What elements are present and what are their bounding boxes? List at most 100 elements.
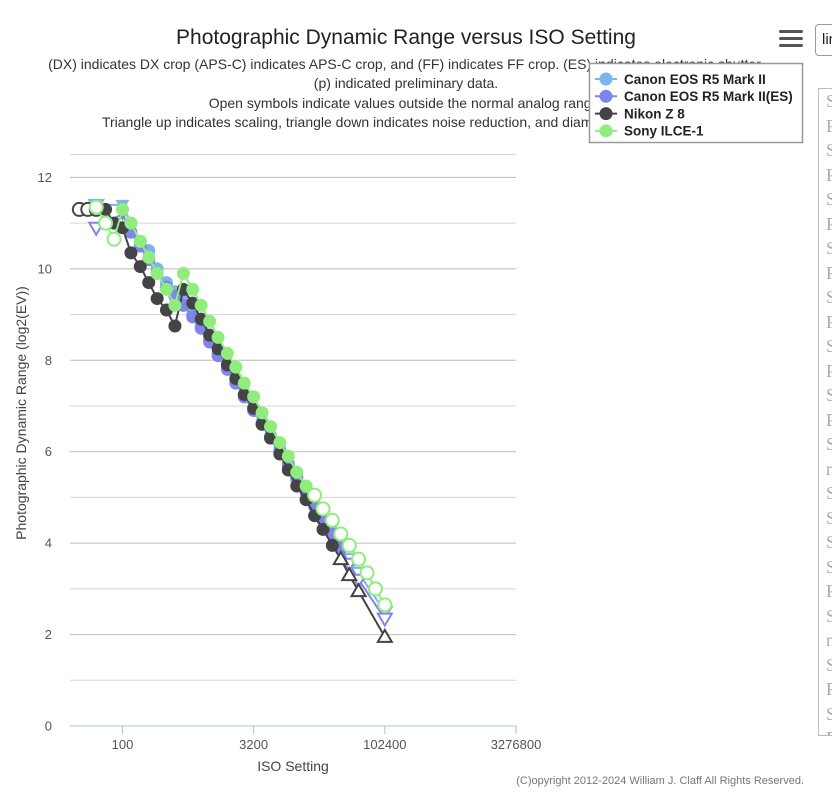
data-point-marker[interactable] — [376, 627, 394, 643]
camera-list-item[interactable]: S — [826, 555, 832, 580]
chart-menu-button[interactable] — [776, 26, 806, 52]
data-point-marker[interactable] — [290, 465, 304, 479]
series-line — [95, 206, 386, 606]
data-point-marker[interactable] — [255, 406, 269, 420]
hamburger-menu-icon — [779, 30, 803, 33]
data-point-marker[interactable] — [316, 522, 330, 536]
data-point-marker[interactable] — [133, 260, 147, 274]
camera-list-item[interactable]: P — [826, 726, 832, 735]
data-point-marker[interactable] — [168, 298, 182, 312]
series-plot — [71, 198, 394, 643]
camera-list-item[interactable]: P — [826, 359, 832, 384]
data-point-marker[interactable] — [315, 501, 331, 517]
y-tick-label: 4 — [45, 536, 52, 551]
data-point-marker[interactable] — [150, 266, 164, 280]
scale-select[interactable]: lin — [815, 24, 832, 56]
data-point-marker[interactable] — [349, 582, 368, 598]
data-point-marker[interactable] — [264, 420, 278, 434]
camera-list-item[interactable]: S — [826, 604, 832, 629]
data-point-marker[interactable] — [106, 231, 122, 247]
data-point-marker[interactable] — [88, 199, 104, 215]
data-point-marker[interactable] — [176, 266, 190, 280]
camera-list-item[interactable]: P — [826, 310, 832, 335]
legend-marker-symbol — [599, 124, 613, 138]
data-point-marker[interactable] — [377, 597, 393, 613]
data-point-marker[interactable] — [220, 346, 234, 360]
camera-list-item[interactable]: S — [826, 236, 832, 261]
camera-list-item[interactable]: n — [826, 628, 832, 653]
camera-list-item[interactable]: n — [826, 457, 832, 482]
data-point-marker[interactable] — [299, 479, 313, 493]
camera-list-item[interactable]: P — [826, 677, 832, 702]
camera-list-item[interactable]: S — [826, 702, 832, 727]
data-point-marker[interactable] — [290, 479, 304, 493]
data-point-marker[interactable] — [281, 449, 295, 463]
data-point-marker[interactable] — [186, 282, 200, 296]
data-point-marker[interactable] — [324, 512, 340, 528]
camera-list-item[interactable]: P — [826, 261, 832, 286]
data-point-marker[interactable] — [340, 566, 358, 582]
camera-list-item[interactable]: S — [826, 506, 832, 531]
camera-list-item[interactable]: P — [826, 114, 832, 139]
data-point-marker[interactable] — [237, 376, 251, 390]
data-point-marker[interactable] — [351, 551, 367, 567]
data-point-marker[interactable] — [150, 292, 164, 306]
data-point-marker[interactable] — [341, 537, 357, 553]
y-tick-label: 10 — [38, 261, 52, 276]
data-point-marker[interactable] — [367, 581, 383, 597]
data-point-marker[interactable] — [98, 215, 114, 231]
legend[interactable]: Canon EOS R5 Mark II Canon EOS R5 Mark II… — [588, 62, 804, 144]
legend-item[interactable]: Canon EOS R5 Mark II(ES) — [595, 89, 793, 104]
legend-item[interactable]: Nikon Z 8 — [595, 106, 685, 121]
camera-list-item[interactable]: S — [826, 530, 832, 555]
camera-list-item[interactable]: S — [826, 653, 832, 678]
camera-list-item[interactable]: S — [826, 334, 832, 359]
data-point-marker[interactable] — [133, 234, 147, 248]
data-point-marker[interactable] — [142, 276, 156, 290]
camera-list-item[interactable]: S — [826, 187, 832, 212]
data-point-marker[interactable] — [142, 250, 156, 264]
camera-list-item[interactable]: S — [826, 481, 832, 506]
data-point-marker[interactable] — [229, 360, 243, 374]
data-point-marker[interactable] — [159, 282, 173, 296]
data-point-marker[interactable] — [333, 526, 349, 542]
y-tick-label: 8 — [45, 353, 52, 368]
legend-marker-symbol — [599, 89, 613, 103]
data-point-marker[interactable] — [203, 314, 217, 328]
data-point-marker[interactable] — [307, 487, 323, 503]
data-point-marker[interactable] — [325, 538, 339, 552]
data-point-marker[interactable] — [359, 565, 375, 581]
camera-list-item[interactable]: P — [826, 579, 832, 604]
legend-item[interactable]: Canon EOS R5 Mark II — [595, 72, 766, 87]
subtitle-line: Open symbols indicate values outside the… — [209, 95, 604, 111]
camera-list-item[interactable]: P — [826, 408, 832, 433]
data-point-marker[interactable] — [247, 390, 261, 404]
camera-list-item[interactable]: S — [826, 138, 832, 163]
data-point-marker[interactable] — [211, 330, 225, 344]
x-tick-label: 100 — [112, 737, 134, 752]
camera-list-item[interactable]: S — [826, 383, 832, 408]
camera-list-item[interactable]: P — [826, 212, 832, 237]
data-point-marker[interactable] — [194, 298, 208, 312]
data-point-marker[interactable] — [376, 612, 394, 628]
legend-item[interactable]: Sony ILCE-1 — [595, 124, 704, 139]
camera-list-item[interactable]: S — [826, 432, 832, 457]
series-sony-ilce-1 — [88, 199, 393, 613]
legend-label: Canon EOS R5 Mark II — [624, 72, 766, 87]
camera-list[interactable]: SPSPSPSPSPSPSPSnSSSSPSnSPSPSP — [818, 88, 832, 736]
data-point-marker[interactable] — [115, 202, 129, 216]
copyright-credit: (C)opyright 2012-2024 William J. Claff A… — [516, 775, 804, 787]
camera-list-item[interactable]: S — [826, 89, 832, 114]
data-point-marker[interactable] — [124, 216, 138, 230]
grid — [70, 154, 516, 727]
camera-list-item[interactable]: P — [826, 163, 832, 188]
data-point-marker[interactable] — [124, 246, 138, 260]
data-point-marker[interactable] — [332, 550, 350, 566]
camera-list-item[interactable]: S — [826, 285, 832, 310]
y-tick-label: 6 — [45, 444, 52, 459]
data-point-marker[interactable] — [168, 319, 182, 333]
data-point-marker[interactable] — [273, 436, 287, 450]
chart-title: Photographic Dynamic Range versus ISO Se… — [176, 26, 636, 49]
x-tick-label: 102400 — [363, 737, 406, 752]
